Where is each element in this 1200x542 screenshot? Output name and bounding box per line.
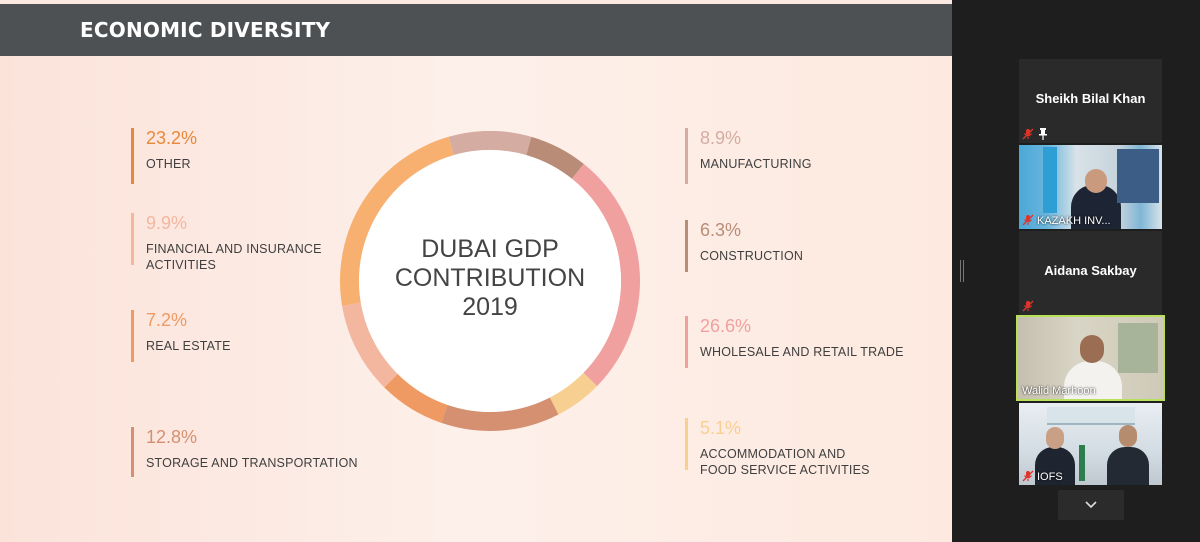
shared-slide: ECONOMIC DIVERSITY 23.2% OTHER 9.9% FINA… [0,0,952,542]
donut-slice-construction [526,136,584,179]
legend-label: FINANCIAL AND INSURANCE ACTIVITIES [146,242,322,272]
participant-video-tile[interactable]: KAZAKH INV... [1019,145,1162,229]
legend-label: ACCOMMODATION AND FOOD SERVICE ACTIVITIES [700,447,870,477]
legend-item-other: 23.2% OTHER [131,128,197,184]
legend-label: REAL ESTATE [146,339,231,353]
legend-label: CONSTRUCTION [700,249,804,263]
slide-title: ECONOMIC DIVERSITY [80,18,331,42]
legend-item-real-estate: 7.2% REAL ESTATE [131,310,231,362]
participant-video-tile[interactable]: IOFS [1019,403,1162,485]
person-silhouette [1035,447,1075,485]
participant-tile[interactable]: Aidana Sakbay [1019,231,1162,315]
microphone-muted-icon [1022,300,1034,312]
person-face [1085,169,1107,193]
scroll-participants-button[interactable] [1058,490,1124,520]
microphone-muted-icon [1022,128,1034,140]
participant-name: Sheikh Bilal Khan [1035,91,1146,106]
person-face [1046,427,1064,449]
legend-percent: 5.1% [700,418,742,438]
microphone-muted-icon [1022,470,1034,482]
legend-item-wholesale: 26.6% WHOLESALE AND RETAIL TRADE [685,316,904,368]
microphone-muted-icon [1022,214,1034,226]
active-speaker-tile[interactable]: Walid Marhoon [1016,315,1165,401]
background-shelf [1118,323,1158,373]
chevron-down-icon [1085,501,1097,509]
legend-item-storage: 12.8% STORAGE AND TRANSPORTATION [131,427,358,477]
person-silhouette [1107,447,1149,485]
flag-graphic [1043,147,1057,213]
legend-percent: 9.9% [146,213,188,233]
legend-item-construction: 6.3% CONSTRUCTION [685,220,803,272]
donut-slice-real-estate [384,373,448,423]
legend-label: WHOLESALE AND RETAIL TRADE [700,345,904,359]
participant-tile[interactable]: Sheikh Bilal Khan [1019,59,1162,143]
legend-percent: 7.2% [146,310,188,330]
legend-percent: 23.2% [146,128,198,148]
legend-item-financial: 9.9% FINANCIAL AND INSURANCE ACTIVITIES [131,213,322,272]
slide-header: ECONOMIC DIVERSITY [0,4,952,56]
legend-percent: 6.3% [700,220,742,240]
donut-slice-other [340,136,454,306]
participant-name: KAZAKH INV... [1037,215,1111,227]
panel-resize-handle[interactable] [960,260,964,282]
donut-slice-manufacturing [448,131,532,156]
legend-percent: 8.9% [700,128,742,148]
legend-percent: 26.6% [700,316,752,336]
donut-slice-accommodation-and-food-service-activities [549,372,598,415]
pin-icon[interactable] [1038,128,1048,140]
flag-graphic [1079,445,1085,481]
legend-label: MANUFACTURING [700,157,812,171]
participant-name: Aidana Sakbay [1044,263,1137,278]
donut-hole [359,150,621,412]
person-silhouette [1064,361,1122,399]
banner-graphic [1117,149,1159,203]
participant-name: IOFS [1037,471,1063,483]
person-face [1080,335,1104,363]
donut-slice-financial-and-insurance-activities [342,302,398,388]
participant-name: Walid Marhoon [1022,385,1096,397]
person-face [1119,425,1137,447]
banner-graphic [1047,407,1135,425]
donut-slice-storage-and-transportation [441,397,559,431]
gdp-donut-chart [340,131,640,431]
legend-item-manufacturing: 8.9% MANUFACTURING [685,128,812,184]
chart-center-title: DUBAI GDP CONTRIBUTION 2019 [394,235,586,321]
legend-item-accommodation: 5.1% ACCOMMODATION AND FOOD SERVICE ACTIV… [685,418,870,477]
legend-label: STORAGE AND TRANSPORTATION [146,456,358,470]
legend-label: OTHER [146,157,191,171]
donut-slice-wholesale-and-retail-trade [571,163,640,387]
legend-percent: 12.8% [146,427,198,447]
